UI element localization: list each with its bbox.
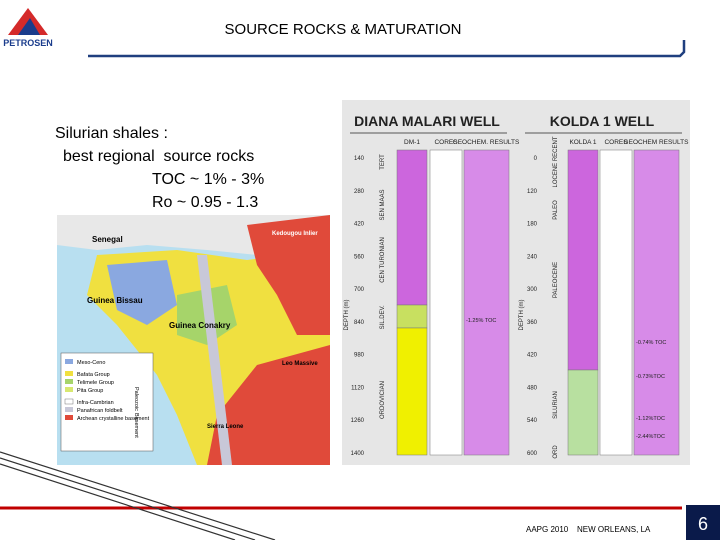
depth-label: 300	[527, 287, 538, 293]
map-label: Guinea Bissau	[87, 296, 143, 305]
depth-label: 420	[527, 353, 538, 359]
map-label: Sierra Leone	[207, 424, 244, 430]
depth-label: 1260	[351, 418, 365, 424]
column-header: DM-1	[404, 139, 420, 146]
legend-group: Paleozoic	[133, 387, 139, 411]
text-line: Ro ~ 0.95 - 1.3	[152, 194, 259, 211]
text-line: Silurian shales :	[55, 125, 168, 142]
lithology	[567, 149, 599, 371]
column-header: CORES	[434, 139, 458, 146]
well-title: KOLDA 1 WELL	[550, 113, 655, 129]
stage-label: SEN MAAS	[380, 189, 386, 220]
footer-event: AAPG 2010	[526, 525, 569, 534]
lithology	[396, 149, 428, 306]
footer-place: NEW ORLEANS, LA	[577, 525, 651, 534]
legend-label: Infra-Cambrian	[77, 400, 114, 406]
text-line: best regional source rocks	[63, 148, 255, 165]
map-label: Senegal	[92, 235, 123, 244]
column-header: GEOCHEM. RESULTS	[453, 139, 520, 146]
depth-label: 280	[354, 189, 365, 195]
map: Meso-Ceno Bafata Group Telimele Group Pi…	[57, 215, 330, 465]
column-header: CORES	[604, 139, 628, 146]
depth-label: 560	[354, 254, 365, 260]
column-header: KOLDA 1	[569, 139, 596, 146]
stage-label: ORD	[553, 445, 559, 459]
map-label: Leo Massive	[282, 361, 318, 367]
stage-label: SILURIAN	[553, 391, 559, 419]
cores-column	[599, 149, 633, 456]
stage-label: LOCENE RECENT	[553, 136, 559, 187]
geochem-result: -1.25% TOC	[466, 318, 496, 324]
legend-label: Pita Group	[77, 388, 103, 394]
depth-label: 540	[527, 418, 538, 424]
lithology	[396, 327, 428, 456]
depth-label: 700	[354, 287, 365, 293]
lithology	[567, 369, 599, 456]
depth-label: 180	[527, 222, 538, 228]
depth-label: 360	[527, 320, 538, 326]
stage-label: PALEOCENE	[553, 262, 559, 298]
depth-label: 120	[527, 189, 538, 195]
stage-label: DEV.	[380, 305, 386, 319]
stage-label: SIL.	[380, 318, 386, 329]
stage-label: TERT	[380, 154, 386, 170]
depth-axis-label: DEPTH (m)	[519, 300, 525, 331]
title-rule	[88, 40, 686, 58]
map-label: Kedougou Inlier	[272, 231, 318, 237]
cores-column	[429, 149, 463, 456]
legend-label: Telimele Group	[77, 380, 114, 386]
legend-label: Panafrican foldbelt	[77, 408, 123, 414]
well-title: DIANA MALARI WELL	[354, 113, 500, 129]
stage-label: PALEO	[553, 200, 559, 220]
depth-label: 980	[354, 353, 365, 359]
geochem-result: -0.74% TOC	[636, 340, 666, 346]
logo-text: PETROSEN	[3, 38, 53, 48]
depth-label: 600	[527, 451, 538, 457]
geochem-result: -2.44%TOC	[636, 434, 665, 440]
depth-label: 480	[527, 385, 538, 391]
depth-label: 420	[354, 222, 365, 228]
lithology	[396, 304, 428, 329]
legend-label: Archean crystalline basement	[77, 416, 150, 422]
geochem-result: -1.12%TOC	[636, 416, 665, 422]
page-box	[686, 505, 720, 540]
stage-label: ORDOVICIAN	[380, 381, 386, 419]
depth-label: 1400	[351, 451, 365, 457]
page-number: 6	[698, 514, 708, 534]
legend-group: Basement	[133, 413, 139, 438]
depth-label: 140	[354, 156, 365, 162]
text-line: TOC ~ 1% - 3%	[152, 171, 265, 188]
slide-title: SOURCE ROCKS & MATURATION	[225, 21, 462, 38]
geochem-result: -0.73%TOC	[636, 374, 665, 380]
depth-label: 1120	[351, 385, 365, 391]
footer-swoosh	[0, 451, 276, 540]
geochem-column	[463, 149, 510, 456]
stage-label: CEN TURONIAN	[380, 237, 386, 283]
depth-label: 240	[527, 254, 538, 260]
depth-label: 0	[534, 156, 538, 162]
map-label: Guinea Conakry	[169, 321, 231, 330]
column-header: GEOCHEM RESULTS	[624, 139, 690, 146]
geochem-column	[633, 149, 680, 456]
logo: PETROSEN	[3, 8, 53, 48]
legend-label: Meso-Ceno	[77, 360, 105, 366]
depth-label: 840	[354, 320, 365, 326]
depth-axis-label: DEPTH (m)	[344, 300, 350, 331]
legend-label: Bafata Group	[77, 372, 110, 378]
